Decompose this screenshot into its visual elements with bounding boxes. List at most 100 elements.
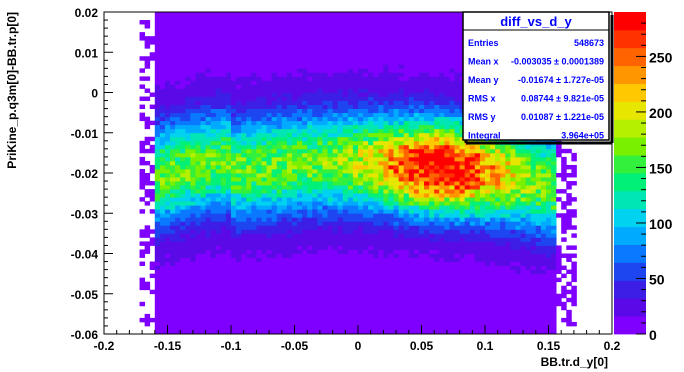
heatmap-cell: [424, 269, 430, 275]
heatmap-cell: [170, 321, 176, 327]
heatmap-cell: [261, 249, 267, 254]
heatmap-cell: [307, 325, 313, 331]
heatmap-cell: [408, 253, 415, 258]
heatmap-cell: [261, 309, 267, 315]
heatmap-cell: [185, 140, 191, 146]
heatmap-cell: [449, 124, 455, 130]
heatmap-cell: [337, 20, 344, 25]
heatmap-cell: [444, 277, 450, 283]
heatmap-cell: [424, 48, 430, 53]
heatmap-cell: [195, 168, 201, 174]
heatmap-cell: [144, 88, 151, 93]
heatmap-cell: [175, 321, 181, 327]
heatmap-cell: [373, 128, 379, 134]
heatmap-cell: [332, 60, 339, 65]
heatmap-cell: [281, 76, 288, 81]
heatmap-cell: [424, 325, 430, 331]
heatmap-cell: [444, 156, 450, 162]
heatmap-cell: [439, 164, 445, 170]
heatmap-cell: [352, 68, 359, 73]
heatmap-cell: [159, 293, 166, 299]
heatmap-cell: [342, 177, 349, 182]
heatmap-cell: [256, 237, 262, 242]
heatmap-cell: [302, 148, 308, 154]
heatmap-cell: [403, 16, 410, 21]
heatmap-cell: [393, 152, 400, 158]
heatmap-cell: [190, 56, 196, 61]
heatmap-cell: [276, 152, 283, 158]
heatmap-cell: [266, 245, 273, 250]
heatmap-cell: [175, 249, 181, 254]
heatmap-cell: [185, 56, 191, 61]
heatmap-cell: [154, 88, 161, 93]
heatmap-cell: [291, 321, 298, 327]
heatmap-cell: [175, 28, 181, 33]
heatmap-cell: [190, 12, 196, 17]
heatmap-cell: [175, 96, 181, 101]
heatmap-cell: [408, 281, 415, 287]
heatmap-cell: [291, 156, 298, 162]
heatmap-cell: [337, 80, 344, 85]
heatmap-cell: [271, 12, 278, 17]
heatmap-cell: [454, 253, 460, 258]
heatmap-cell: [195, 329, 201, 335]
heatmap-cell: [439, 36, 445, 41]
heatmap-cell: [266, 273, 273, 279]
heatmap-cell: [302, 80, 308, 85]
heatmap-cell: [307, 301, 313, 307]
heatmap-cell: [175, 217, 181, 222]
heatmap-cell: [383, 76, 389, 81]
heatmap-cell: [210, 257, 217, 262]
heatmap-cell: [429, 237, 435, 242]
heatmap-cell: [205, 233, 212, 238]
heatmap-cell: [195, 32, 201, 37]
heatmap-cell: [439, 24, 445, 29]
heatmap-cell: [195, 132, 201, 138]
heatmap-cell: [236, 44, 242, 49]
heatmap-cell: [200, 301, 206, 307]
heatmap-cell: [454, 317, 460, 323]
heatmap-cell: [352, 205, 359, 210]
heatmap-cell: [332, 16, 339, 21]
heatmap-cell: [220, 253, 227, 258]
heatmap-cell: [302, 84, 308, 89]
heatmap-cell: [231, 277, 237, 283]
heatmap-cell: [449, 68, 455, 73]
heatmap-cell: [322, 205, 328, 210]
heatmap-cell: [454, 92, 460, 97]
heatmap-cell: [139, 177, 146, 182]
heatmap-cell: [276, 193, 283, 198]
heatmap-cell: [358, 309, 364, 315]
heatmap-cell: [449, 305, 455, 311]
heatmap-cell: [449, 285, 455, 291]
heatmap-cell: [368, 281, 374, 287]
heatmap-cell: [190, 245, 196, 250]
heatmap-cell: [322, 181, 328, 186]
heatmap-cell: [195, 241, 201, 246]
heatmap-cell: [164, 261, 171, 266]
heatmap-cell: [352, 144, 359, 150]
heatmap-cell: [434, 213, 440, 218]
heatmap-cell: [246, 40, 252, 45]
heatmap-cell: [418, 144, 425, 150]
heatmap-cell: [220, 277, 227, 283]
heatmap-cell: [413, 44, 420, 49]
heatmap-cell: [164, 132, 171, 138]
heatmap-cell: [149, 164, 156, 170]
heatmap-cell: [185, 116, 191, 122]
heatmap-cell: [256, 152, 262, 158]
heatmap-cell: [368, 100, 374, 105]
heatmap-cell: [231, 124, 237, 130]
heatmap-cell: [215, 213, 222, 218]
heatmap-cell: [170, 237, 176, 242]
heatmap-cell: [352, 40, 359, 45]
heatmap-cell: [434, 261, 440, 266]
heatmap-cell: [271, 189, 278, 194]
heatmap-cell: [246, 28, 252, 33]
heatmap-cell: [459, 152, 466, 158]
heatmap-cell: [444, 64, 450, 69]
heatmap-cell: [271, 317, 278, 323]
heatmap-cell: [424, 301, 430, 307]
heatmap-cell: [185, 32, 191, 37]
heatmap-cell: [429, 325, 435, 331]
